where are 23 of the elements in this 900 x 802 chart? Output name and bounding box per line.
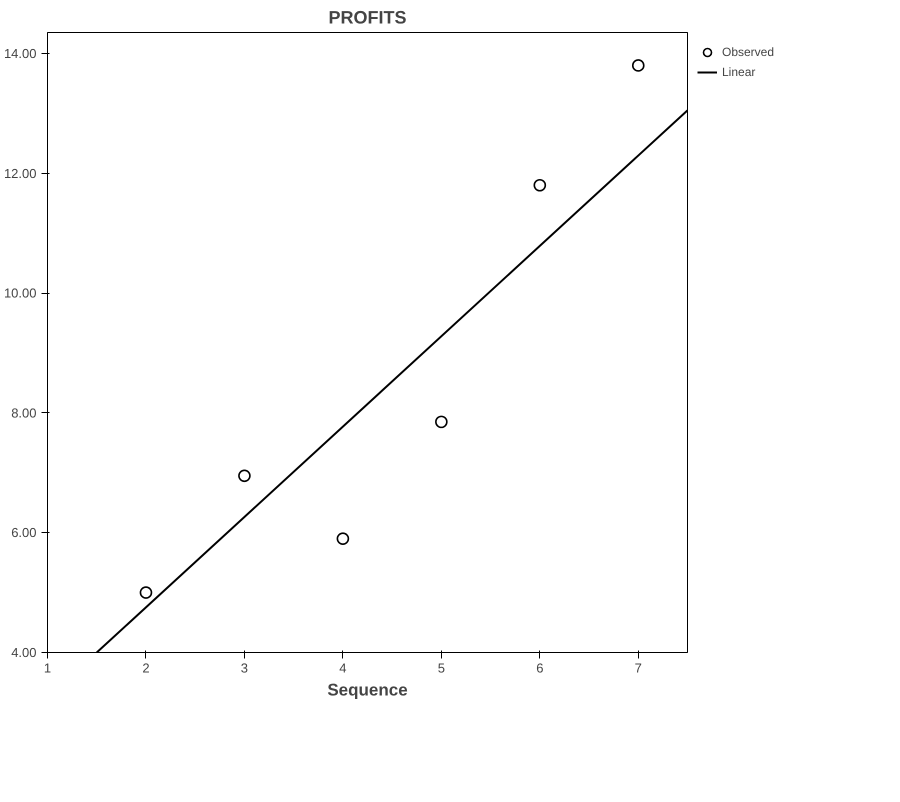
y-tick-label: 4.00 [11, 645, 37, 660]
legend-label: Observed [722, 45, 774, 59]
point [632, 59, 645, 72]
point [435, 416, 448, 428]
x-tick-label: 2 [142, 660, 150, 676]
x-tick-label: 3 [240, 660, 248, 676]
y-tick-label: 12.00 [4, 166, 37, 181]
y-tick-label: 10.00 [4, 286, 37, 301]
chart-title: PROFITS [328, 8, 407, 28]
x-tick-label: 1 [44, 660, 52, 676]
x-tick-label: 5 [438, 660, 445, 676]
y-tick-label: 8.00 [11, 405, 37, 420]
x-tick-label: 6 [536, 660, 544, 676]
legend-label: Linear [722, 65, 756, 79]
x-axis-title: Sequence [327, 680, 408, 700]
x-tick-label: 4 [339, 660, 347, 676]
point [238, 469, 251, 482]
y-tick-label: 6.00 [11, 525, 37, 540]
x-tick-label: 7 [634, 660, 642, 676]
point [336, 532, 350, 545]
point [140, 586, 152, 599]
point [534, 178, 546, 192]
y-tick-label: 14.00 [4, 46, 37, 61]
